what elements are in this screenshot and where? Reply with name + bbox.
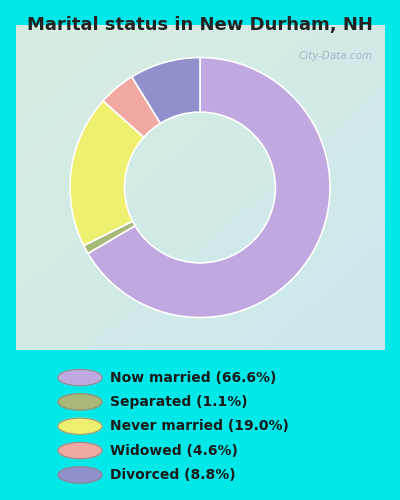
Wedge shape <box>88 58 330 318</box>
Text: Now married (66.6%): Now married (66.6%) <box>110 370 276 384</box>
Circle shape <box>58 394 102 410</box>
Circle shape <box>58 418 102 434</box>
Text: Marital status in New Durham, NH: Marital status in New Durham, NH <box>27 16 373 34</box>
Text: Never married (19.0%): Never married (19.0%) <box>110 419 289 433</box>
Wedge shape <box>70 101 144 246</box>
Wedge shape <box>132 58 200 124</box>
Circle shape <box>58 442 102 458</box>
Wedge shape <box>84 221 135 254</box>
Text: City-Data.com: City-Data.com <box>299 51 373 61</box>
Text: Separated (1.1%): Separated (1.1%) <box>110 395 248 409</box>
Wedge shape <box>103 77 160 137</box>
Text: Widowed (4.6%): Widowed (4.6%) <box>110 444 238 458</box>
Circle shape <box>58 467 102 483</box>
Text: Divorced (8.8%): Divorced (8.8%) <box>110 468 236 482</box>
Circle shape <box>58 370 102 386</box>
